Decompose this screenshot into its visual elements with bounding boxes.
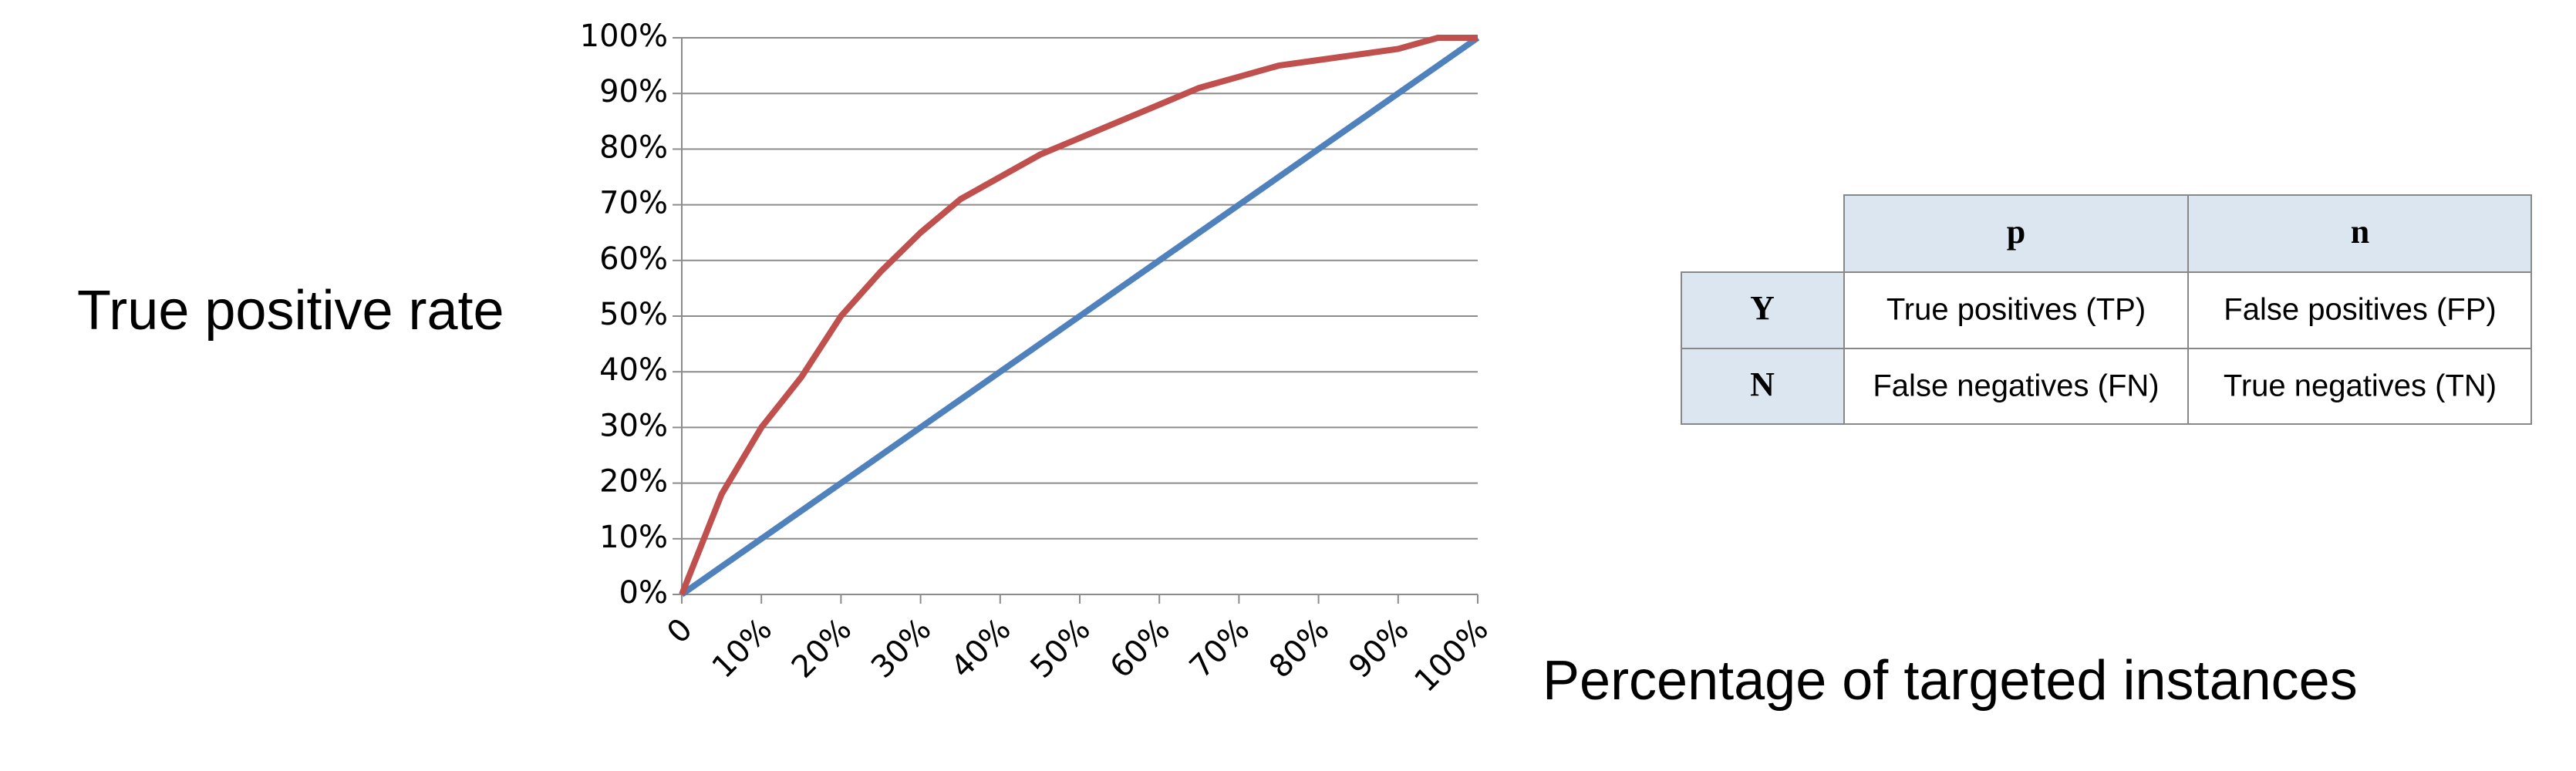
x-tick-label: 100% (1408, 611, 1495, 699)
row-header: N (1750, 365, 1775, 403)
x-tick-label: 10% (706, 611, 779, 685)
x-tick-label: 50% (1023, 611, 1097, 685)
x-axis-label: Percentage of targeted instances (1543, 650, 2358, 712)
table-cell: True negatives (TN) (2224, 369, 2497, 403)
x-tick-label: 90% (1342, 611, 1415, 685)
x-tick-label: 20% (785, 611, 858, 685)
x-tick-label: 60% (1104, 611, 1177, 685)
row-header: Y (1750, 289, 1775, 327)
x-tick-label: 40% (944, 611, 1017, 685)
y-axis-label: True positive rate (77, 280, 504, 342)
y-tick-label: 30% (599, 408, 668, 443)
y-tick-label: 100% (580, 19, 668, 54)
series-line (679, 35, 1480, 598)
y-tick-label: 40% (599, 352, 668, 388)
series-line (679, 35, 1478, 596)
x-tick-label: 70% (1183, 611, 1256, 685)
y-tick-label: 90% (599, 74, 668, 109)
y-tick-label: 20% (599, 464, 668, 500)
y-tick-label: 60% (599, 241, 668, 277)
column-header: p (2007, 213, 2025, 251)
y-tick-label: 0% (619, 575, 668, 611)
x-tick-label: 0 (660, 611, 700, 651)
y-tick-label: 70% (599, 186, 668, 221)
x-tick-label: 30% (865, 611, 938, 685)
confusion-table: p n Y N True positives (TP) False positi… (1681, 194, 2532, 425)
table-cell: False negatives (FN) (1873, 369, 2159, 403)
y-tick-label: 50% (599, 297, 668, 332)
x-tick-label: 80% (1263, 611, 1336, 685)
y-tick-label: 80% (599, 130, 668, 165)
table-cell: True positives (TP) (1886, 293, 2146, 327)
table-cell: False positives (FP) (2224, 293, 2496, 327)
column-header: n (2351, 213, 2369, 251)
y-tick-label: 10% (599, 520, 668, 555)
